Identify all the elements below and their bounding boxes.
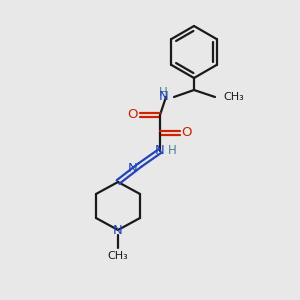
Text: N: N <box>113 224 123 236</box>
Text: CH₃: CH₃ <box>223 92 244 102</box>
Text: N: N <box>155 145 165 158</box>
Text: N: N <box>128 163 138 176</box>
Text: H: H <box>159 85 167 98</box>
Text: N: N <box>158 91 168 103</box>
Text: O: O <box>182 127 192 140</box>
Text: O: O <box>128 109 138 122</box>
Text: CH₃: CH₃ <box>108 251 128 261</box>
Text: H: H <box>168 145 177 158</box>
